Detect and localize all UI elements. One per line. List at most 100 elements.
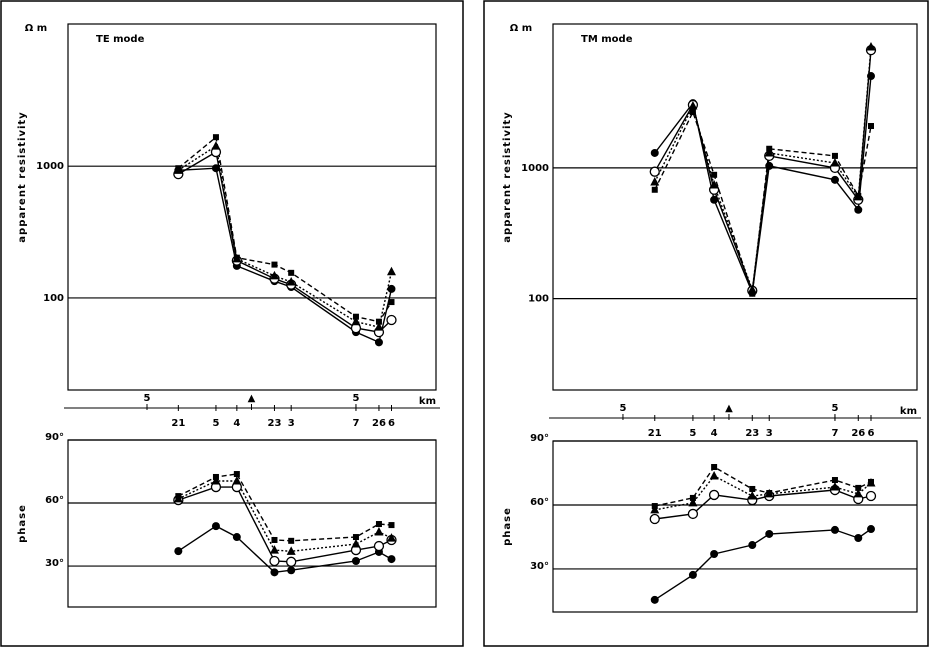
marker xyxy=(710,195,719,204)
series-line xyxy=(177,135,393,323)
marker xyxy=(749,290,756,297)
marker xyxy=(288,269,295,276)
station-label: 7 xyxy=(352,418,359,429)
chart-title: TM mode xyxy=(581,34,633,45)
marker xyxy=(351,556,360,565)
y-tick-label: 30° xyxy=(530,561,549,572)
marker xyxy=(711,464,718,471)
marker xyxy=(709,179,719,189)
y-tick-label: 1000 xyxy=(36,161,64,172)
marker xyxy=(867,123,874,130)
marker xyxy=(830,525,839,534)
marker xyxy=(865,490,877,502)
x-tick-label: ▲ xyxy=(725,403,733,414)
marker xyxy=(271,261,278,268)
marker xyxy=(867,478,874,485)
marker xyxy=(271,536,278,543)
marker xyxy=(270,568,279,577)
marker xyxy=(211,141,221,150)
x-axis-unit: km xyxy=(419,396,436,407)
marker xyxy=(651,186,658,193)
marker xyxy=(649,166,660,177)
x-tick-label: 5 xyxy=(831,403,838,414)
station-label: 4 xyxy=(711,428,718,439)
marker xyxy=(749,485,756,492)
y-tick-label: 100 xyxy=(43,293,64,304)
marker xyxy=(830,157,840,167)
marker xyxy=(211,164,220,173)
marker xyxy=(830,482,840,491)
marker xyxy=(688,497,698,507)
marker xyxy=(286,277,296,286)
y-axis-label: phase xyxy=(502,507,513,546)
station-label: 3 xyxy=(766,428,773,439)
left-panel-frame xyxy=(0,0,464,647)
station-label: 7 xyxy=(831,428,838,439)
marker xyxy=(375,521,382,528)
station-label: 23 xyxy=(745,428,759,439)
marker xyxy=(710,550,719,559)
x-tick-label: 5 xyxy=(144,393,151,404)
marker xyxy=(855,192,862,199)
right-panel-frame xyxy=(483,0,929,647)
marker xyxy=(747,491,757,500)
station-label: 4 xyxy=(233,418,240,429)
series-line xyxy=(654,475,872,511)
x-axis-unit: km xyxy=(900,406,917,417)
marker xyxy=(211,475,221,485)
marker xyxy=(175,493,182,500)
marker xyxy=(866,72,875,81)
marker xyxy=(388,299,395,306)
marker xyxy=(688,101,698,110)
marker xyxy=(286,546,296,555)
marker xyxy=(853,488,863,498)
y-tick-label: 30° xyxy=(45,558,64,569)
marker xyxy=(831,477,838,484)
series-line xyxy=(177,473,392,542)
y-tick-label: 90° xyxy=(530,433,549,444)
marker xyxy=(352,313,359,320)
station-label: 6 xyxy=(388,418,395,429)
marker xyxy=(232,533,241,542)
marker xyxy=(854,205,863,214)
marker xyxy=(212,134,219,141)
marker xyxy=(866,525,875,534)
marker xyxy=(374,527,384,536)
marker xyxy=(711,171,718,178)
marker xyxy=(211,522,220,531)
series-line xyxy=(178,167,393,344)
y-tick-label: 1000 xyxy=(521,163,549,174)
marker xyxy=(687,508,699,520)
series-line xyxy=(177,144,393,328)
marker xyxy=(689,109,696,116)
series-line xyxy=(654,75,872,296)
marker xyxy=(650,504,660,514)
marker xyxy=(708,489,720,501)
marker xyxy=(351,538,361,548)
station-label: 21 xyxy=(171,418,185,429)
marker xyxy=(387,284,396,293)
y-axis-label: apparent resistivity xyxy=(17,111,28,242)
marker xyxy=(766,145,773,152)
marker xyxy=(650,148,659,157)
marker xyxy=(351,316,361,326)
marker xyxy=(855,484,862,491)
station-label: 26 xyxy=(372,418,386,429)
marker xyxy=(689,494,696,501)
marker xyxy=(651,503,658,510)
station-label: 5 xyxy=(689,428,696,439)
plot-frame xyxy=(552,23,918,391)
marker xyxy=(765,529,774,538)
series-line xyxy=(177,150,392,333)
marker xyxy=(387,555,396,564)
series-line xyxy=(178,480,392,553)
marker xyxy=(375,318,382,325)
series-line xyxy=(654,528,872,601)
marker xyxy=(269,555,280,567)
marker xyxy=(765,161,774,170)
marker xyxy=(212,473,219,480)
chart-title: TE mode xyxy=(96,34,145,45)
marker xyxy=(650,176,660,186)
y-tick-label: 100 xyxy=(528,294,549,305)
